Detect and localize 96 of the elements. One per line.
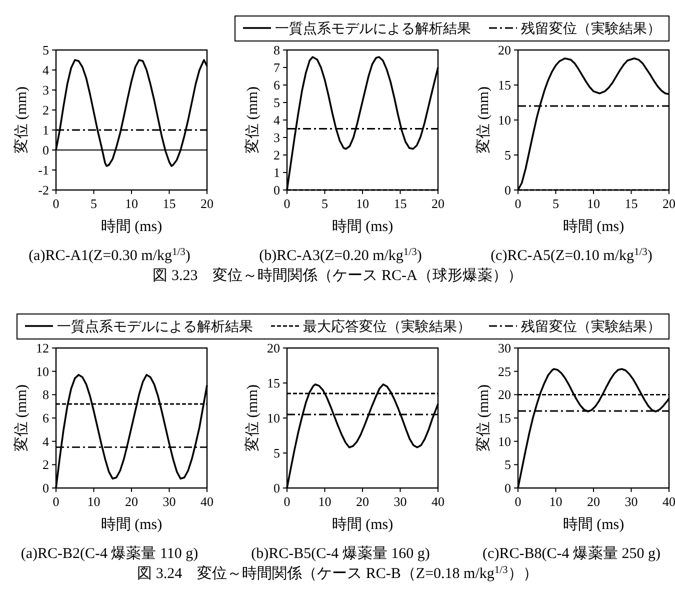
x-tick-label: 0: [514, 494, 522, 509]
x-tick-label: 0: [284, 196, 290, 211]
x-tick-label: 30: [624, 494, 638, 509]
y-tick-label: 4: [42, 62, 50, 78]
text: (c)RC-B8(C-4 爆薬量 250 g): [482, 545, 660, 562]
x-axis-title: 時間 (ms): [562, 218, 624, 235]
y-tick-label: 6: [42, 410, 50, 426]
x-tick-label: 10: [318, 494, 332, 509]
y-tick-label: 10: [36, 364, 49, 379]
x-tick-label: 0: [514, 196, 522, 211]
y-tick-label: 2: [42, 457, 49, 472]
y-axis-title: 変位 (mm): [13, 86, 30, 154]
y-axis-title: 変位 (mm): [244, 384, 261, 452]
y-tick-label: 0: [42, 480, 49, 496]
legend-label: 一質点系モデルによる解析結果: [57, 319, 253, 335]
x-tick-label: 20: [356, 494, 369, 509]
y-tick-label: 2: [42, 102, 49, 118]
x-tick-label: 40: [200, 494, 214, 509]
x-axis-title: 時間 (ms): [100, 218, 162, 235]
x-tick-label: 40: [662, 494, 675, 509]
x-tick-label: 10: [549, 494, 562, 509]
y-tick-label: 6: [274, 78, 280, 92]
y-tick-label: 20: [267, 340, 280, 356]
y-axis-title: 変位 (mm): [475, 86, 492, 154]
y-axis-title: 変位 (mm): [13, 384, 30, 452]
legend-label: 一質点系モデルによる解析結果: [275, 21, 471, 37]
x-tick-label: 5: [322, 196, 328, 211]
x-tick-label: 20: [587, 494, 600, 509]
y-tick-label: 10: [498, 434, 511, 449]
y-tick-label: 5: [274, 95, 280, 110]
y-tick-label: 5: [274, 446, 280, 460]
y-tick-label: 1: [274, 165, 280, 180]
x-tick-label: 10: [125, 196, 138, 211]
y-tick-label: 10: [267, 410, 280, 426]
y-tick-label: 3: [42, 82, 49, 98]
x-tick-label: 20: [432, 196, 444, 211]
x-tick-label: 15: [162, 196, 176, 211]
y-tick-label: 30: [498, 340, 511, 356]
text: (a)RC-A1(Z=0.30 m/kg$^{1/3}$): [28, 246, 190, 264]
x-tick-label: 40: [432, 494, 444, 509]
text: (b)RC-A3(Z=0.20 m/kg$^{1/3}$): [259, 246, 422, 264]
y-tick-label: 2: [274, 148, 280, 162]
x-axis-title: 時間 (ms): [562, 516, 624, 533]
y-tick-label: 4: [274, 112, 280, 128]
y-tick-label: 7: [274, 60, 280, 75]
y-tick-label: 0: [504, 182, 511, 198]
x-axis-title: 時間 (ms): [332, 218, 394, 235]
y-tick-label: 10: [498, 112, 511, 128]
y-tick-label: 8: [42, 387, 49, 402]
caption: 図 3.23 変位～時間関係（ケース RC-A（球形爆薬））: [152, 267, 522, 284]
x-axis-title: 時間 (ms): [100, 516, 162, 533]
y-axis-title: 変位 (mm): [244, 86, 261, 154]
y-tick-label: 0: [504, 480, 511, 496]
y-tick-label: 8: [274, 42, 280, 58]
y-tick-label: 3: [274, 130, 280, 145]
legend-label: 残留変位（実験結果）: [521, 21, 661, 37]
y-axis-title: 変位 (mm): [475, 384, 492, 452]
y-tick-label: 15: [267, 376, 280, 390]
y-tick-label: 20: [498, 387, 511, 402]
legend-label: 残留変位（実験結果）: [521, 319, 661, 335]
x-tick-label: 20: [662, 196, 675, 211]
y-tick-label: 1: [42, 122, 49, 138]
x-tick-label: 5: [90, 196, 97, 211]
x-tick-label: 0: [52, 494, 60, 509]
y-tick-label: -1: [38, 162, 49, 178]
text: (b)RC-B5(C-4 爆薬量 160 g): [251, 545, 430, 562]
x-tick-label: 10: [87, 494, 100, 509]
y-tick-label: 15: [498, 78, 511, 92]
y-tick-label: 12: [36, 340, 49, 356]
y-tick-label: 5: [504, 148, 511, 162]
x-tick-label: 5: [552, 196, 559, 211]
text: (a)RC-B2(C-4 爆薬量 110 g): [20, 545, 198, 562]
y-tick-label: 0: [42, 142, 49, 158]
legend-label: 最大応答変位（実験結果）: [303, 319, 471, 335]
y-tick-label: 20: [498, 42, 511, 58]
x-tick-label: 10: [356, 196, 369, 211]
x-tick-label: 20: [125, 494, 138, 509]
x-tick-label: 0: [284, 494, 290, 509]
x-tick-label: 15: [624, 196, 638, 211]
x-tick-label: 30: [162, 494, 176, 509]
y-tick-label: 25: [498, 364, 511, 379]
y-tick-label: 0: [274, 480, 280, 496]
y-tick-label: 15: [498, 410, 511, 426]
y-tick-label: 5: [42, 42, 49, 58]
y-tick-label: 0: [274, 182, 280, 198]
caption: 図 3.24 変位～時間関係（ケース RC-B（Z=0.18 m/kg$^{1/3}$））: [137, 564, 538, 582]
y-tick-label: -2: [38, 182, 49, 198]
x-axis-title: 時間 (ms): [332, 516, 394, 533]
y-tick-label: 4: [42, 434, 50, 449]
x-tick-label: 30: [394, 494, 407, 509]
text: (c)RC-A5(Z=0.10 m/kg$^{1/3}$): [490, 246, 652, 264]
x-tick-label: 15: [394, 196, 407, 211]
y-tick-label: 5: [504, 457, 511, 472]
x-tick-label: 10: [587, 196, 600, 211]
x-tick-label: 0: [52, 196, 60, 211]
x-tick-label: 20: [200, 196, 214, 211]
